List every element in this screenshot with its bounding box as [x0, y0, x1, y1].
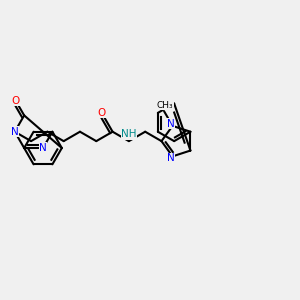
- Text: O: O: [12, 96, 20, 106]
- Text: N: N: [39, 143, 47, 153]
- Text: NH: NH: [121, 129, 136, 139]
- Text: N: N: [11, 127, 19, 137]
- Text: N: N: [167, 153, 174, 163]
- Text: O: O: [98, 108, 106, 118]
- Text: N: N: [167, 119, 174, 129]
- Text: CH₃: CH₃: [157, 101, 173, 110]
